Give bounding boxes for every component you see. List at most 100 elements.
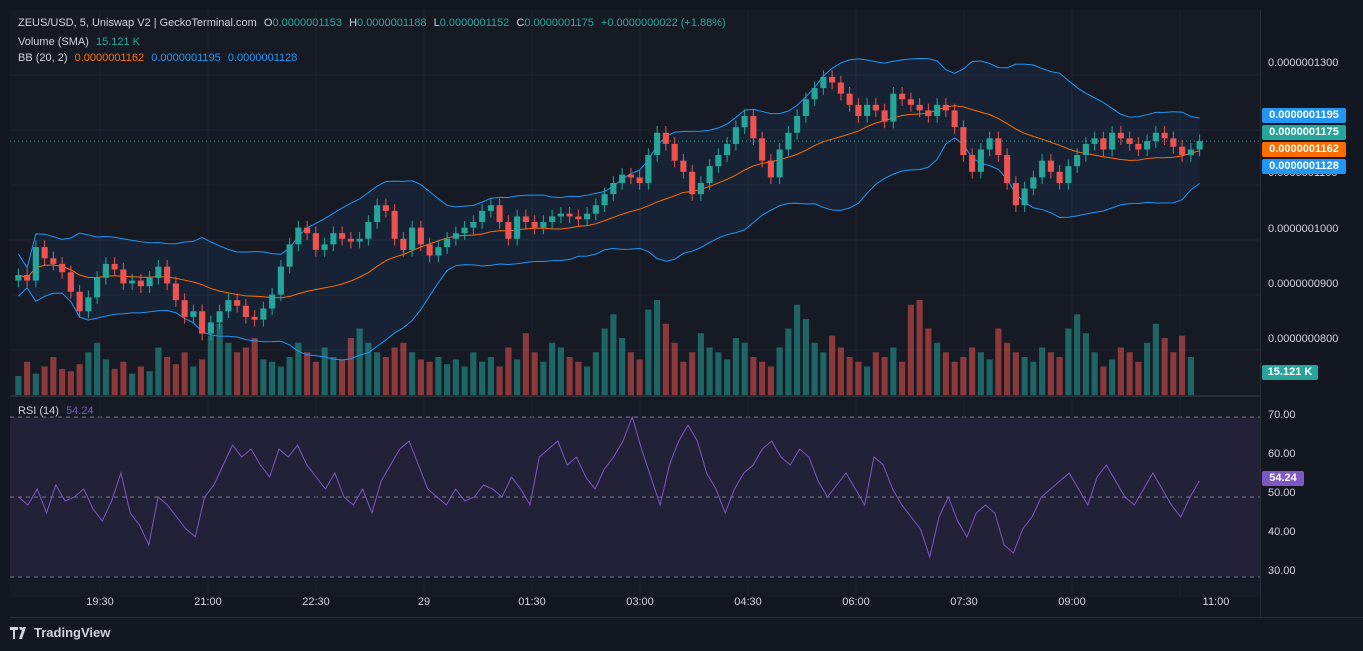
volume-bar	[347, 338, 354, 395]
bb-lower-value: 0.0000001128	[227, 52, 298, 64]
candle-body	[269, 294, 276, 309]
candle-body	[601, 194, 608, 206]
bb-legend[interactable]: BB (20, 2) 0.0000001162 0.0000001195 0.0…	[18, 52, 301, 64]
volume-bar	[776, 347, 783, 395]
volume-bar	[995, 328, 1002, 395]
bb-lower-line	[18, 137, 1200, 361]
candle-body	[1082, 143, 1089, 156]
candle-body	[557, 213, 564, 217]
volume-bar	[855, 361, 862, 395]
rsi-chart[interactable]	[10, 397, 1260, 597]
pane-divider[interactable]	[10, 395, 1260, 397]
rsi-legend[interactable]: RSI (14) 54.24	[18, 405, 98, 417]
bb-label[interactable]: BB (20, 2)	[18, 52, 68, 64]
candle-body	[15, 275, 22, 281]
candle-body	[899, 93, 906, 100]
candle-body	[321, 244, 328, 250]
volume-bar	[1004, 342, 1011, 395]
volume-bar	[549, 342, 556, 395]
change-value: +0.0000000022 (+1.88%)	[600, 17, 726, 29]
candle-body	[347, 238, 354, 242]
volume-value: 15.121 K	[95, 36, 141, 48]
price-pane[interactable]	[10, 10, 1260, 395]
volume-bar	[522, 333, 529, 395]
volume-bar	[1047, 352, 1054, 395]
volume-bar	[59, 368, 66, 395]
rsi-label[interactable]: RSI (14)	[18, 405, 59, 417]
candle-body	[549, 216, 556, 223]
volume-bar	[986, 359, 993, 395]
candle-body	[164, 266, 171, 284]
bb-band-fill	[18, 58, 1200, 360]
symbol-title[interactable]: ZEUS/USD, 5, Uniswap V2 | GeckoTerminal.…	[18, 17, 257, 29]
candle-body	[1100, 138, 1107, 150]
volume-bar	[829, 335, 836, 395]
volume-bar	[960, 357, 967, 395]
candle-body	[750, 116, 757, 139]
volume-bar	[654, 300, 661, 395]
bb-upper-value: 0.0000001195	[151, 52, 221, 64]
volume-bar	[601, 328, 608, 395]
volume-label[interactable]: Volume (SMA)	[18, 36, 89, 48]
rsi-pane[interactable]	[10, 397, 1260, 597]
volume-legend[interactable]: Volume (SMA) 15.121 K	[18, 36, 144, 48]
candle-body	[776, 149, 783, 178]
candle-body	[759, 138, 766, 161]
time-tick: 01:30	[518, 596, 546, 608]
candle-body	[1021, 188, 1028, 206]
volume-bar	[584, 366, 591, 395]
candle-body	[155, 266, 162, 278]
candle-body	[1152, 132, 1159, 142]
volume-bar	[111, 368, 118, 395]
candle-body	[654, 132, 661, 156]
candle-body	[1056, 171, 1063, 183]
volume-bar	[951, 361, 958, 395]
candle-body	[671, 143, 678, 161]
volume-bar	[400, 342, 407, 395]
volume-bar	[251, 338, 258, 395]
volume-bar	[417, 359, 424, 395]
candle-body	[592, 205, 599, 214]
volume-bar	[426, 361, 433, 395]
volume-bar	[1152, 323, 1159, 395]
volume-bar	[356, 328, 363, 395]
candle-body	[514, 216, 521, 239]
candle-body	[706, 166, 713, 183]
volume-bar	[1082, 333, 1089, 395]
candle-body	[181, 300, 188, 317]
volume-bar	[505, 347, 512, 395]
time-tick: 22:30	[302, 596, 330, 608]
candle-body	[76, 291, 83, 312]
volume-bar	[899, 361, 906, 395]
rsi-tick-60: 60.00	[1268, 448, 1296, 460]
volume-bar	[697, 333, 704, 395]
tradingview-icon	[10, 626, 26, 639]
tradingview-logo[interactable]: TradingView	[10, 625, 110, 640]
candle-body	[846, 93, 853, 105]
candle-body	[1074, 155, 1081, 167]
candle-body	[1012, 182, 1019, 206]
candle-body	[907, 99, 914, 105]
candle-body	[461, 227, 468, 234]
candle-body	[277, 266, 284, 295]
price-chart[interactable]	[10, 10, 1260, 395]
volume-bar	[566, 357, 573, 395]
candle-body	[689, 171, 696, 195]
candle-body	[1047, 160, 1054, 172]
time-tick: 07:30	[950, 596, 978, 608]
candle-body	[1065, 166, 1072, 183]
candle-body	[120, 269, 127, 284]
symbol-legend[interactable]: ZEUS/USD, 5, Uniswap V2 | GeckoTerminal.…	[18, 17, 730, 29]
candle-body	[207, 322, 214, 334]
volume-bar	[610, 314, 617, 395]
volume-bar	[557, 347, 564, 395]
volume-bar	[759, 361, 766, 395]
volume-bar	[409, 352, 416, 395]
candle-body	[216, 311, 223, 323]
candle-body	[190, 311, 197, 317]
volume-bar	[767, 366, 774, 395]
branding-text: TradingView	[34, 625, 111, 640]
candle-body	[680, 160, 687, 172]
volume-bar	[531, 352, 538, 395]
candle-body	[374, 205, 381, 223]
